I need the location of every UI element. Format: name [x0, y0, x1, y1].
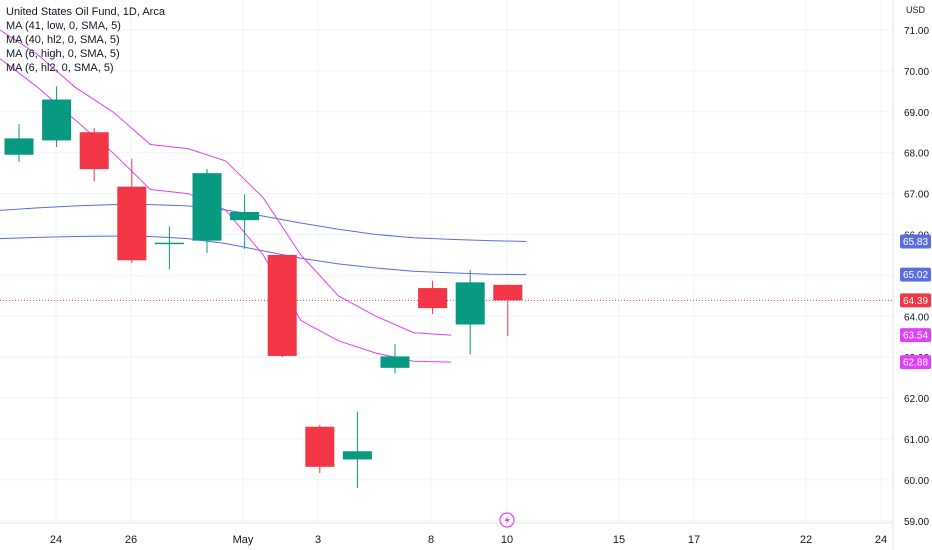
candle-body: [117, 186, 147, 261]
price-tick-label: 68.00: [904, 149, 929, 160]
price-axis[interactable]: USD 71.0070.0069.0068.0067.0066.0065.006…: [904, 5, 929, 528]
candle[interactable]: [493, 284, 523, 336]
candle[interactable]: [79, 128, 109, 182]
price-tick-label: 61.00: [904, 435, 929, 446]
lightning-icon[interactable]: [499, 512, 515, 528]
price-label-bg: [900, 293, 931, 308]
price-label: 62.88: [900, 355, 931, 370]
legend: United States Oil Fund, 1D, Arca MA (41,…: [6, 5, 165, 75]
price-label-bg: [900, 328, 931, 343]
price-label-text: 65.02: [903, 270, 928, 281]
candle-body: [230, 212, 260, 221]
price-label-text: 65.83: [903, 237, 928, 248]
candle-body: [305, 426, 335, 467]
candle[interactable]: [117, 158, 147, 264]
time-tick-label: 10: [501, 534, 513, 546]
candle-body: [455, 282, 485, 325]
candle[interactable]: [192, 169, 222, 253]
symbol-title[interactable]: United States Oil Fund, 1D, Arca: [6, 6, 165, 18]
time-tick-label: 15: [613, 534, 625, 546]
candle[interactable]: [267, 254, 297, 358]
price-label: 65.02: [900, 267, 931, 282]
candle-body: [418, 288, 448, 309]
candle[interactable]: [154, 226, 184, 270]
time-tick-label: 26: [125, 534, 137, 546]
candle-body: [42, 99, 72, 141]
indicator-label[interactable]: MA (41, low, 0, SMA, 5): [6, 20, 121, 32]
price-label: 65.83: [900, 234, 931, 249]
ma-line: [0, 29, 452, 336]
ma-line: [0, 204, 527, 242]
time-tick-label: 22: [800, 534, 812, 546]
price-labels: 65.83 65.02 64.39 63.54 62.88: [900, 234, 931, 370]
candle[interactable]: [455, 270, 485, 355]
price-label: 64.39: [900, 293, 931, 308]
price-tick-label: 69.00: [904, 108, 929, 119]
candle-body: [192, 173, 222, 241]
indicator-label[interactable]: MA (6, high, 0, SMA, 5): [6, 48, 120, 60]
price-label-text: 62.88: [903, 358, 928, 369]
indicator-label[interactable]: MA (6, hl2, 0, SMA, 5): [6, 62, 114, 74]
candle-body: [79, 132, 109, 170]
indicator-label[interactable]: MA (40, hl2, 0, SMA, 5): [6, 34, 120, 46]
candle-body: [493, 284, 523, 301]
time-tick-label: May: [233, 534, 254, 546]
candle[interactable]: [418, 280, 448, 315]
candle[interactable]: [342, 411, 372, 489]
candle-body: [267, 254, 297, 356]
price-label-bg: [900, 267, 931, 282]
time-tick-label: 24: [50, 534, 62, 546]
lightning-icon-bolt: [504, 515, 510, 526]
price-tick-label: 60.00: [904, 476, 929, 487]
ma-line: [0, 235, 527, 276]
grid: [0, 0, 894, 550]
time-tick-label: 8: [428, 534, 434, 546]
price-tick-label: 71.00: [904, 26, 929, 37]
currency-label: USD: [906, 5, 926, 15]
price-tick-label: 64.00: [904, 312, 929, 323]
candle[interactable]: [230, 194, 260, 249]
candle-body: [342, 451, 372, 460]
price-label: 63.54: [900, 328, 931, 343]
price-tick-label: 67.00: [904, 190, 929, 201]
time-tick-label: 17: [688, 534, 700, 546]
candle-body: [380, 356, 410, 368]
candle[interactable]: [380, 344, 410, 374]
price-tick-label: 70.00: [904, 67, 929, 78]
candle[interactable]: [4, 124, 34, 162]
time-axis[interactable]: 24 26 May 3 8 10 15 17 22 24: [50, 534, 887, 546]
candles: [4, 86, 523, 489]
price-label-text: 64.39: [903, 296, 928, 307]
moving-averages: [0, 29, 527, 363]
time-tick-label: 3: [315, 534, 321, 546]
price-label-bg: [900, 234, 931, 249]
candle[interactable]: [42, 86, 72, 147]
price-label-bg: [900, 355, 931, 370]
candle[interactable]: [305, 424, 335, 473]
time-tick-label: 24: [875, 534, 887, 546]
candle-body: [4, 138, 34, 155]
price-tick-label: 59.00: [904, 517, 929, 528]
price-tick-label: 62.00: [904, 394, 929, 405]
ma-line: [0, 58, 452, 363]
candle-body: [154, 242, 184, 245]
price-label-text: 63.54: [903, 331, 928, 342]
